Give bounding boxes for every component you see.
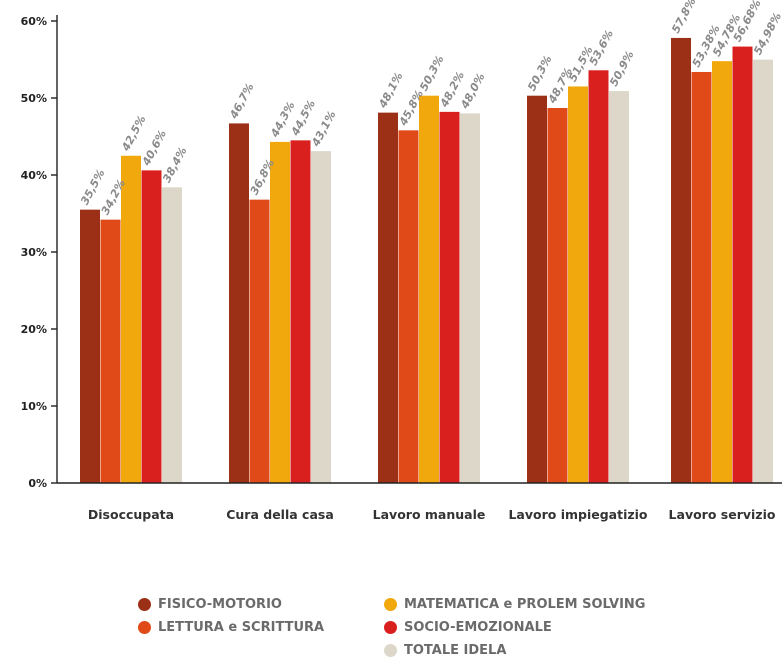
bar [80,209,100,483]
x-axis: Disoccupata Cura della casa Lavoro manuale… [57,482,782,522]
bar [691,71,712,483]
bar [568,86,588,483]
legend-label: FISICO-MOTORIO [158,597,282,612]
x-category-label: Lavoro impiegatizio [508,507,647,522]
bar [249,199,270,483]
legend-label: LETTURA e SCRITTURA [158,620,325,635]
legend-swatch [138,621,151,634]
y-tick-label: 10% [21,400,47,413]
legend-swatch [384,621,397,634]
legend-label: MATEMATICA e PROLEM SOLVING [404,597,646,612]
legend-item: LETTURA e SCRITTURA [138,620,324,635]
bar-value-label: 50,3% [525,53,554,93]
y-tick-label: 20% [21,323,47,336]
legend-swatch [138,598,151,611]
bar [712,61,732,483]
bar [439,111,460,484]
bar [378,112,398,483]
x-category-label: Lavoro manuale [373,507,486,522]
x-category-label: Disoccupata [88,507,174,522]
legend-label: TOTALE IDELA [404,643,507,658]
bar [141,170,162,483]
bar [460,113,480,484]
bar-value-label: 40,6% [139,128,169,169]
bar [290,140,311,483]
legend-swatch [384,644,397,657]
bar [121,155,141,483]
bar-value-label: 42,5% [119,113,149,154]
bar-value-label: 38,4% [160,145,189,185]
bar [229,123,249,483]
y-tick-label: 0% [28,477,47,490]
bar [753,59,773,484]
bar-value-label: 46,7% [227,81,257,122]
x-category-label: Lavoro servizio [669,507,776,522]
legend-item: MATEMATICA e PROLEM SOLVING [384,597,645,612]
bar [419,95,439,483]
bar [100,219,121,483]
bar [311,151,331,483]
bar [732,46,753,484]
legend-item: SOCIO-EMOZIONALE [384,620,552,635]
bar-value-label: 50,3% [417,53,446,93]
bar-value-label: 48,1% [376,70,406,111]
bar [609,91,629,483]
legend-label: SOCIO-EMOZIONALE [404,620,552,635]
bar [162,187,182,483]
y-tick-label: 60% [21,15,47,28]
bar [671,37,691,483]
x-category-label: Cura della casa [226,507,334,522]
bar [547,108,568,483]
y-tick-label: 30% [21,246,47,259]
legend-item: TOTALE IDELA [384,643,506,658]
legend-swatch [384,598,397,611]
legend-item: FISICO-MOTORIO [138,597,282,612]
bar-chart: 0%10%20%30%40%50%60% 35,5%34,2%42,5%40,6… [21,0,782,522]
bar-value-label: 43,1% [309,109,339,150]
y-tick-label: 40% [21,169,47,182]
bar-value-label: 57,8% [669,0,698,35]
bar [270,141,290,483]
bar [527,95,547,483]
y-axis: 0% 10% 20% 30% 40% 50% 60% [21,15,58,490]
legend: FISICO-MOTORIO LETTURA e SCRITTURA MATEMAT… [0,597,782,658]
bars-group [80,37,773,484]
y-tick-label: 50% [21,92,47,105]
bar [398,130,419,483]
bar-value-label: 50,9% [607,49,636,89]
bar [588,70,609,483]
